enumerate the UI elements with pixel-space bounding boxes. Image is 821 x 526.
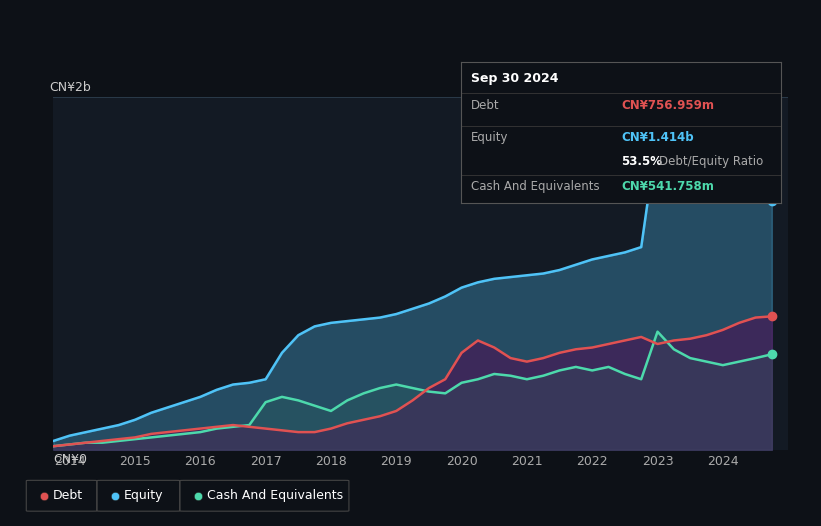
Text: Sep 30 2024: Sep 30 2024 xyxy=(470,72,558,85)
Text: Equity: Equity xyxy=(470,131,508,144)
Text: Equity: Equity xyxy=(124,489,163,502)
Text: Cash And Equivalents: Cash And Equivalents xyxy=(207,489,343,502)
Text: Debt: Debt xyxy=(53,489,83,502)
Text: Debt/Equity Ratio: Debt/Equity Ratio xyxy=(659,155,764,168)
Text: CN¥756.959m: CN¥756.959m xyxy=(621,99,714,112)
Text: CN¥541.758m: CN¥541.758m xyxy=(621,180,714,194)
Text: Debt: Debt xyxy=(470,99,499,112)
Text: 53.5%: 53.5% xyxy=(621,155,662,168)
Text: CN¥1.414b: CN¥1.414b xyxy=(621,131,694,144)
Text: CN¥2b: CN¥2b xyxy=(50,81,91,94)
Text: Cash And Equivalents: Cash And Equivalents xyxy=(470,180,599,194)
Text: CN¥0: CN¥0 xyxy=(53,453,87,466)
